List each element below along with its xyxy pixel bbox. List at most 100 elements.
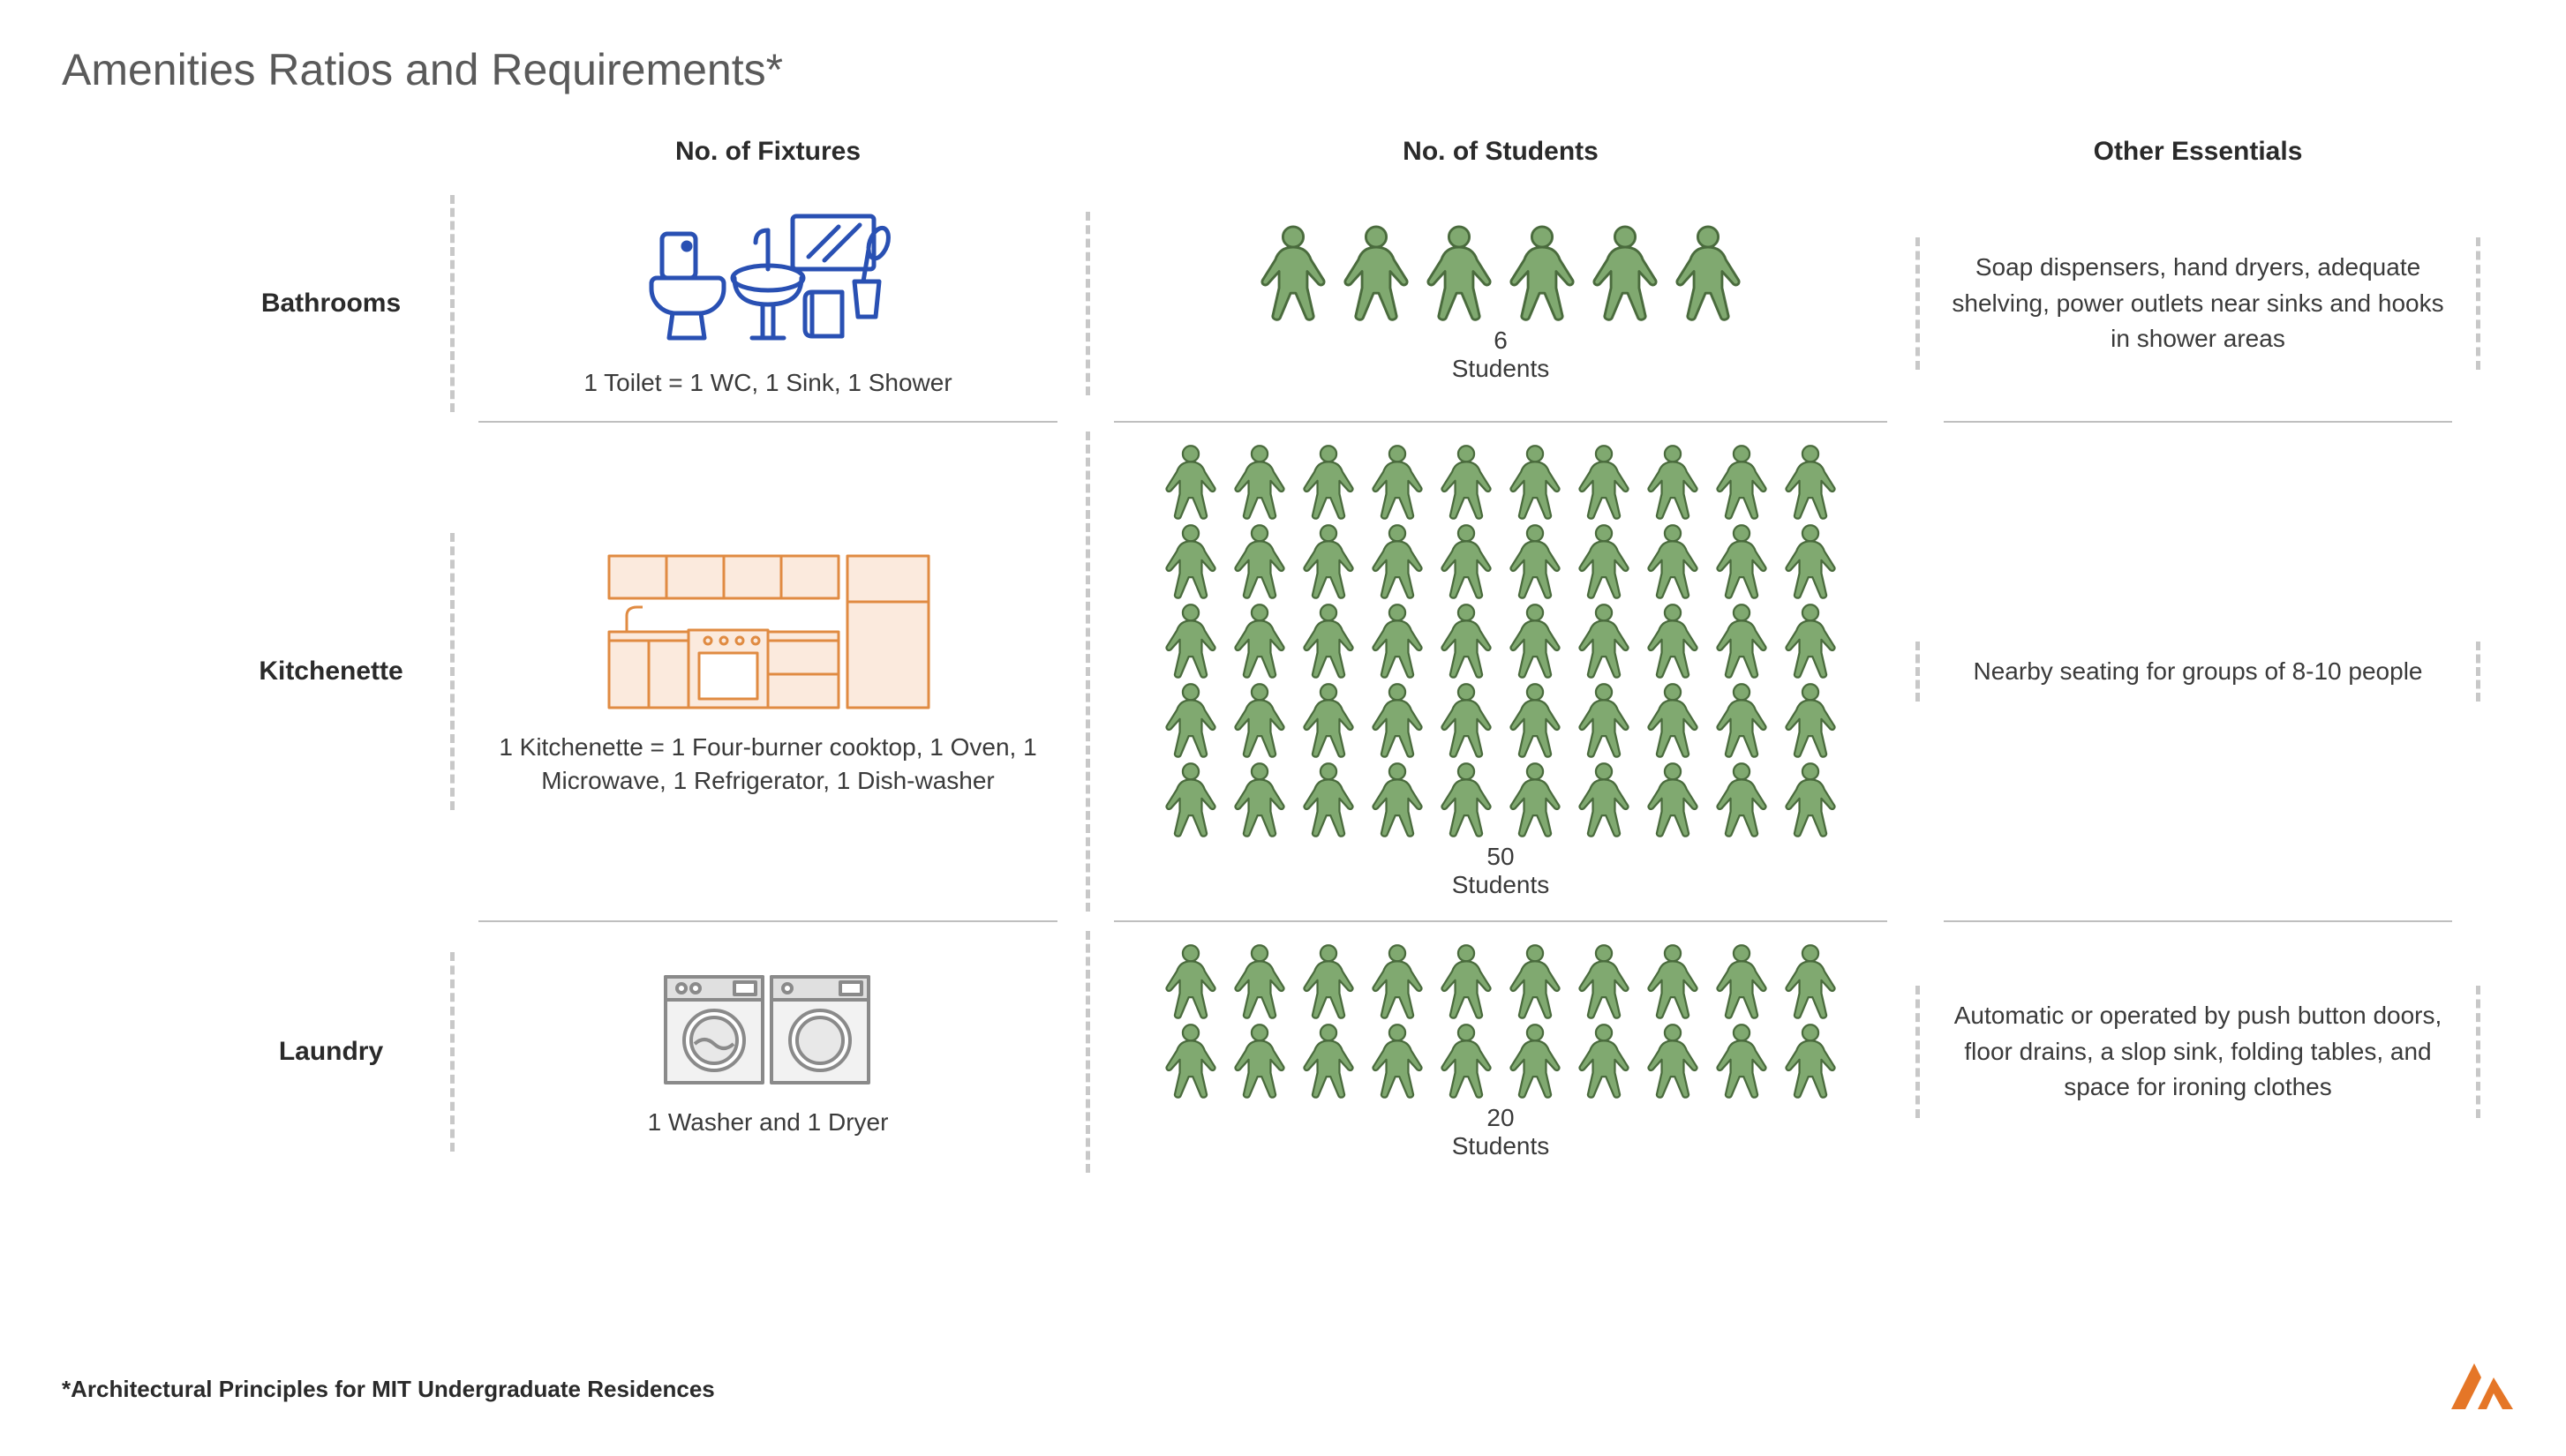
- kitchenette-icon: [477, 545, 1059, 722]
- person-icon: [1436, 1023, 1496, 1099]
- person-icon: [1230, 1023, 1290, 1099]
- column-header-fixtures: No. of Fixtures: [450, 137, 1086, 167]
- table-row: Kitchenette: [221, 423, 2480, 920]
- person-icon: [1780, 603, 1840, 679]
- person-icon: [1230, 603, 1290, 679]
- student-count: 20: [1486, 1104, 1514, 1131]
- person-icon: [1712, 762, 1772, 837]
- person-icon: [1298, 682, 1358, 758]
- person-icon: [1643, 603, 1703, 679]
- column-header-students: No. of Students: [1086, 137, 1915, 167]
- fixture-caption: 1 Toilet = 1 WC, 1 Sink, 1 Shower: [477, 366, 1059, 400]
- fixture-caption: 1 Kitchenette = 1 Four-burner cooktop, 1…: [477, 731, 1059, 798]
- person-icon: [1643, 1023, 1703, 1099]
- person-icon: [1712, 523, 1772, 599]
- person-icon: [1422, 224, 1496, 321]
- amenities-table: No. of Fixtures No. of Students Other Es…: [221, 137, 2480, 1182]
- person-icon: [1339, 224, 1413, 321]
- fixtures-cell: 1 Kitchenette = 1 Four-burner cooktop, 1…: [450, 524, 1086, 819]
- person-icon: [1367, 603, 1427, 679]
- person-icon: [1505, 943, 1565, 1019]
- person-icon: [1505, 762, 1565, 837]
- table-row: Bathrooms: [221, 186, 2480, 421]
- person-icon: [1780, 523, 1840, 599]
- person-icon: [1712, 444, 1772, 520]
- person-icon: [1436, 523, 1496, 599]
- person-icon: [1643, 682, 1703, 758]
- person-icon: [1298, 1023, 1358, 1099]
- person-icon: [1712, 943, 1772, 1019]
- person-icon: [1574, 682, 1634, 758]
- person-icon: [1367, 1023, 1427, 1099]
- person-icon: [1588, 224, 1662, 321]
- person-icon: [1574, 1023, 1634, 1099]
- person-icon: [1505, 603, 1565, 679]
- page-title: Amenities Ratios and Requirements*: [62, 44, 783, 95]
- person-icon: [1643, 762, 1703, 837]
- person-icon: [1230, 762, 1290, 837]
- students-cell: 20Students: [1086, 922, 1915, 1182]
- person-icon: [1230, 523, 1290, 599]
- essentials-text: Nearby seating for groups of 8-10 people: [1942, 654, 2454, 690]
- person-icon: [1643, 523, 1703, 599]
- person-icon: [1230, 943, 1290, 1019]
- essentials-cell: Soap dispensers, hand dryers, adequate s…: [1915, 229, 2480, 379]
- essentials-text: Soap dispensers, hand dryers, adequate s…: [1942, 250, 2454, 357]
- person-icon: [1574, 523, 1634, 599]
- person-icon: [1161, 943, 1221, 1019]
- person-icon: [1505, 682, 1565, 758]
- person-icon: [1367, 762, 1427, 837]
- person-icon: [1780, 762, 1840, 837]
- row-label-kitchenette: Kitchenette: [221, 657, 450, 687]
- person-icon: [1161, 682, 1221, 758]
- person-icon: [1505, 444, 1565, 520]
- person-icon: [1436, 762, 1496, 837]
- footnote: *Architectural Principles for MIT Underg…: [62, 1376, 715, 1403]
- person-icon: [1574, 603, 1634, 679]
- person-icon: [1574, 943, 1634, 1019]
- brand-logo-icon: [2442, 1355, 2522, 1421]
- person-icon: [1671, 224, 1745, 321]
- person-icon: [1780, 1023, 1840, 1099]
- person-icon: [1712, 603, 1772, 679]
- student-count: 50: [1486, 843, 1514, 870]
- person-icon: [1298, 603, 1358, 679]
- person-icon: [1298, 762, 1358, 837]
- person-icon: [1367, 943, 1427, 1019]
- person-icon: [1643, 943, 1703, 1019]
- fixtures-cell: 1 Washer and 1 Dryer: [450, 943, 1086, 1160]
- students-cell: 50Students: [1086, 423, 1915, 920]
- person-icon: [1780, 943, 1840, 1019]
- person-icon: [1436, 444, 1496, 520]
- row-label-bathrooms: Bathrooms: [221, 289, 450, 319]
- students-word: Students: [1452, 1132, 1550, 1160]
- students-word: Students: [1452, 355, 1550, 382]
- person-icon: [1505, 523, 1565, 599]
- person-icon: [1436, 682, 1496, 758]
- fixtures-cell: 1 Toilet = 1 WC, 1 Sink, 1 Shower: [450, 186, 1086, 421]
- person-icon: [1780, 682, 1840, 758]
- students-word: Students: [1452, 871, 1550, 898]
- person-icon: [1298, 444, 1358, 520]
- person-icon: [1230, 682, 1290, 758]
- person-icon: [1367, 444, 1427, 520]
- person-icon: [1505, 1023, 1565, 1099]
- row-label-laundry: Laundry: [221, 1037, 450, 1067]
- person-icon: [1298, 523, 1358, 599]
- person-icon: [1161, 603, 1221, 679]
- person-icon: [1780, 444, 1840, 520]
- person-icon: [1643, 444, 1703, 520]
- person-icon: [1712, 682, 1772, 758]
- person-icon: [1574, 762, 1634, 837]
- person-icon: [1712, 1023, 1772, 1099]
- person-icon: [1256, 224, 1330, 321]
- student-count: 6: [1494, 326, 1508, 354]
- table-row: Laundry: [221, 922, 2480, 1182]
- person-icon: [1574, 444, 1634, 520]
- essentials-cell: Nearby seating for groups of 8-10 people: [1915, 633, 2480, 711]
- person-icon: [1505, 224, 1579, 321]
- person-icon: [1367, 682, 1427, 758]
- person-icon: [1161, 1023, 1221, 1099]
- essentials-text: Automatic or operated by push button doo…: [1942, 998, 2454, 1106]
- person-icon: [1230, 444, 1290, 520]
